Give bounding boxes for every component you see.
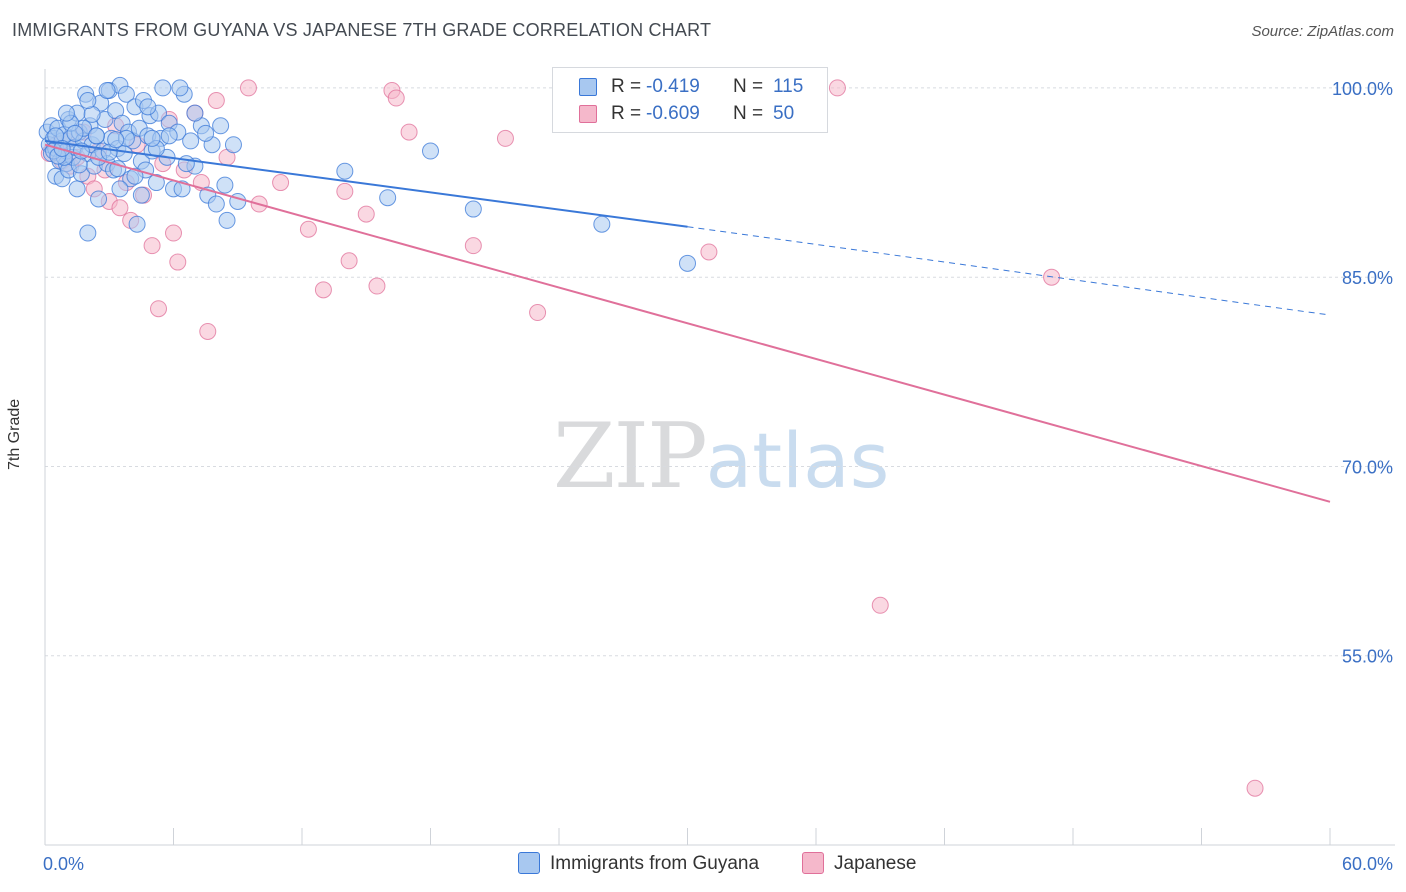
guyana-point [154,79,172,97]
guyana-point [126,167,144,185]
guyana-point [147,174,165,192]
watermark: ZIPatlas [553,404,889,509]
japanese-point [871,596,889,614]
japanese-point [143,237,161,255]
chart-title: IMMIGRANTS FROM GUYANA VS JAPANESE 7TH G… [12,20,712,40]
guyana-point [379,189,397,207]
guyana-point [197,124,215,142]
bottom-legend-label-japanese: Japanese [834,853,917,874]
japanese-point [464,237,482,255]
legend-swatch-guyana [579,78,597,96]
guyana-point [422,142,439,160]
guyana-point [132,186,150,204]
japanese-point [272,174,290,192]
guyana-point [593,215,611,233]
legend-r-label: R = [611,103,642,124]
legend-box: R = -0.419 N = 115 R = -0.609 N = 50 [552,67,828,133]
japanese-point [1246,779,1264,797]
x-tick-label-min: 0.0% [43,854,84,874]
guyana-point [66,124,84,142]
guyana-point [216,176,234,194]
japanese-point [700,243,718,261]
japanese-point [400,123,418,141]
guyana-point [207,195,225,213]
japanese-point [368,277,386,295]
legend-r-label: R = [611,76,642,97]
japanese-point [169,253,187,271]
guyana-point [79,92,97,110]
japanese-trend-line [44,143,1331,503]
legend-r-value: -0.419 [646,76,700,97]
guyana-point [79,224,97,242]
legend-n-label: N = [733,76,764,97]
y-tick-label: 85.0% [1342,268,1393,288]
guyana-point [464,200,482,218]
guyana-point [336,162,354,180]
japanese-point [387,89,405,107]
guyana-trend-extension [687,226,1331,316]
japanese-point [529,304,547,322]
watermark-atlas: atlas [705,416,890,505]
legend-row-guyana: R = -0.419 N = 115 [553,73,827,101]
guyana-point [224,136,242,154]
guyana-point [57,104,75,122]
japanese-point [165,224,182,242]
guyana-point [98,81,116,99]
japanese-point [199,322,217,340]
japanese-point [207,92,225,110]
bottom-legend-swatch-japanese [802,852,824,874]
japanese-point [299,220,317,238]
japanese-point [111,199,129,217]
source-credit[interactable]: Source: ZipAtlas.com [1251,23,1394,40]
japanese-point [314,281,332,299]
y-tick-label: 100.0% [1332,79,1393,99]
guyana-point [90,190,108,208]
legend-row-japanese: R = -0.609 N = 50 [553,100,827,128]
guyana-point [139,98,157,116]
japanese-point [496,129,514,147]
guyana-point [111,180,129,198]
guyana-point [212,117,230,135]
guyana-point [679,254,696,272]
legend-n-value: 115 [773,76,804,97]
legend-swatch-japanese [579,105,597,123]
guyana-point [171,79,189,97]
japanese-point [150,300,168,318]
guyana-point [107,131,125,149]
guyana-point [87,127,105,145]
bottom-legend-swatch-guyana [518,852,540,874]
watermark-zip: ZIP [553,404,708,509]
japanese-point [340,252,358,270]
legend-n-label: N = [733,103,764,124]
guyana-point [68,180,86,198]
japanese-point [357,205,375,223]
japanese-point [336,182,354,200]
bottom-legend-label-guyana: Immigrants from Guyana [550,853,760,874]
y-tick-label: 55.0% [1342,647,1393,667]
guyana-point [182,132,200,150]
guyana-point [186,104,204,122]
guyana-point [143,129,161,147]
y-tick-label: 70.0% [1342,457,1393,477]
legend-n-value: 50 [773,103,795,124]
guyana-point [70,156,88,174]
japanese-point [239,79,257,97]
guyana-point [128,215,146,233]
legend-r-value: -0.609 [646,103,700,124]
japanese-point [828,79,846,97]
guyana-point [160,127,178,145]
guyana-point [177,155,195,173]
guyana-trend-line [44,139,688,228]
guyana-point [117,85,135,103]
x-tick-label-max: 60.0% [1342,854,1393,874]
guyana-point [218,211,236,229]
